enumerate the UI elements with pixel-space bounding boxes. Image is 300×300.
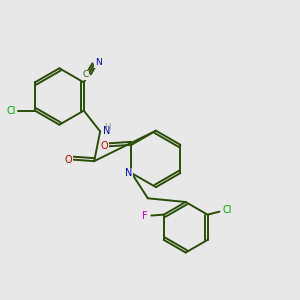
Text: F: F [142, 211, 147, 221]
Text: Cl: Cl [6, 106, 16, 116]
Text: N: N [95, 58, 101, 68]
Text: H: H [104, 123, 111, 132]
Text: N: N [103, 126, 110, 136]
Text: O: O [100, 141, 108, 151]
Text: O: O [65, 155, 73, 165]
Text: Cl: Cl [222, 205, 232, 215]
Text: N: N [125, 168, 132, 178]
Text: C: C [82, 70, 88, 80]
